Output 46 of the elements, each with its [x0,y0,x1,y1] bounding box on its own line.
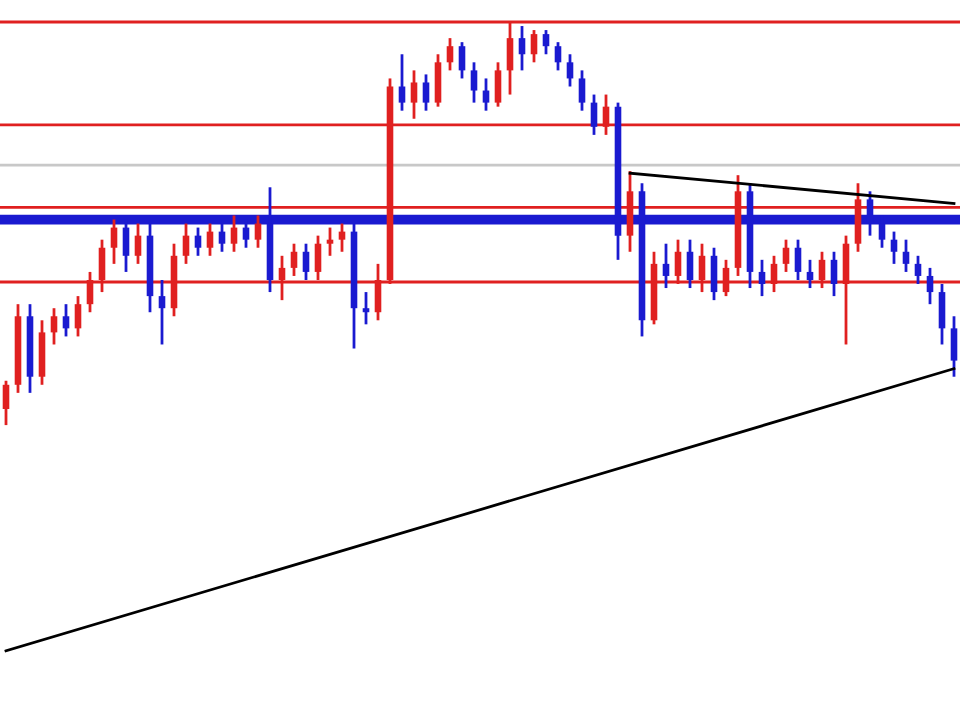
candlestick [470,60,478,105]
candlestick [926,266,934,306]
candlestick [410,68,418,121]
candlestick [758,258,766,298]
candlestick [446,36,454,72]
candlestick [902,238,910,274]
candlestick [302,242,310,282]
candlestick [542,28,550,56]
candlestick [662,242,670,290]
candlestick [830,250,838,298]
candlestick [194,226,202,258]
candlestick [62,302,70,338]
candlestick [590,93,598,137]
candlestick [950,314,958,379]
candlestick [890,230,898,266]
candlestick [110,218,118,266]
candlestick [290,242,298,278]
candlestick [578,68,586,113]
candlestick [2,379,10,427]
candlestick [74,294,82,338]
candlestick [254,214,262,250]
candlestick [158,278,166,346]
candlestick [554,40,562,72]
candlestick [434,52,442,109]
candlestick [806,258,814,290]
candlestick [398,52,406,113]
candlestick [794,238,802,282]
candlestick [710,246,718,302]
candlestick [206,222,214,258]
candlestick [458,40,466,80]
candlestick [182,222,190,266]
candlestick [482,77,490,113]
candlestick [566,52,574,88]
candlestick [782,238,790,274]
candlestick [914,254,922,286]
candlestick [494,60,502,109]
candlestick [422,73,430,113]
candlestick [50,306,58,346]
candlestick [686,238,694,290]
candlestick [230,214,238,254]
candlestick [518,24,526,72]
candlestick [38,318,46,387]
candlestick [530,28,538,64]
candlestick [338,222,346,254]
candlestick [938,282,946,346]
candlestick [134,222,142,266]
